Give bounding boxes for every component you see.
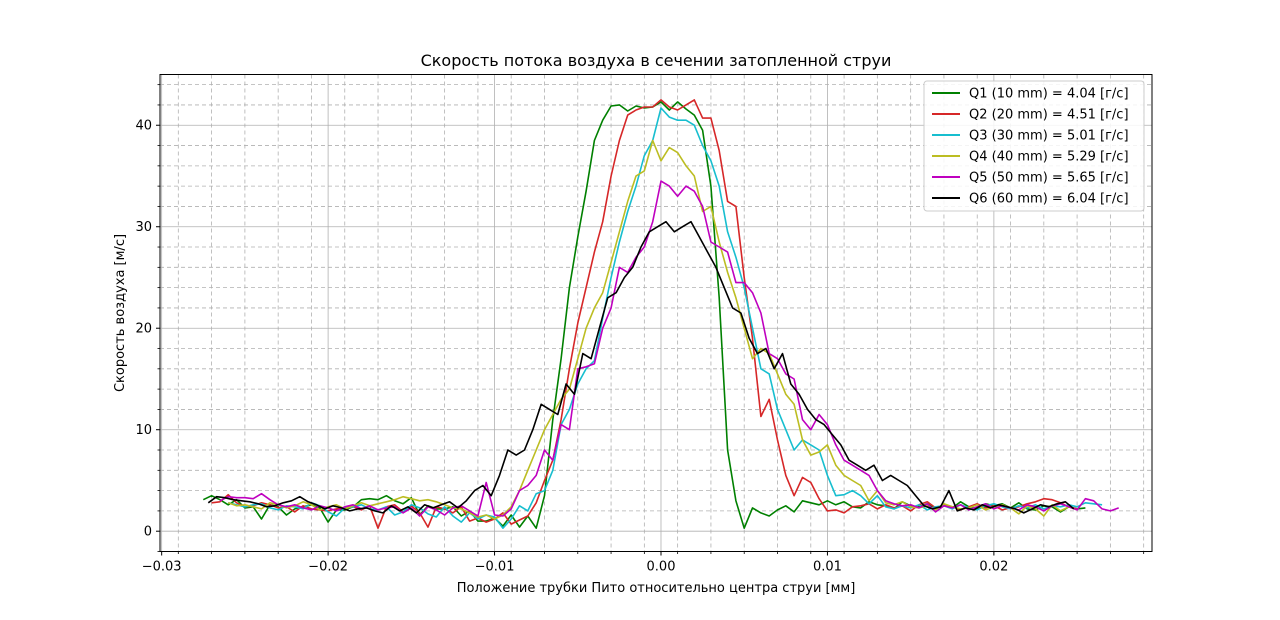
y-tick-label: 30: [135, 220, 152, 235]
x-tick-label: −0.01: [475, 560, 515, 575]
y-tick-label: 40: [135, 119, 152, 134]
y-tick-label: 0: [144, 525, 152, 540]
legend-label-q3: Q3 (30 mm) = 5.01 [г/с]: [969, 129, 1129, 144]
axis-ticks: −0.03 −0.02 −0.01 0.00 0.01 0.02 0 10 20 30 40: [135, 84, 1145, 575]
series-line-q5: [219, 180, 1119, 517]
legend-label-q6: Q6 (60 mm) = 6.04 [г/с]: [969, 192, 1129, 207]
chart-title: Скорость потока воздуха в сечении затопл…: [421, 51, 892, 70]
series-line-q2: [211, 99, 1078, 529]
y-tick-label: 20: [135, 322, 152, 337]
legend-label-q1: Q1 (10 mm) = 4.04 [г/с]: [969, 87, 1129, 102]
x-tick-label: −0.03: [142, 560, 182, 575]
legend-label-q5: Q5 (50 mm) = 5.65 [г/с]: [969, 171, 1129, 186]
x-tick-label: 0.00: [647, 560, 676, 575]
legend-label-q4: Q4 (40 mm) = 5.29 [г/с]: [969, 150, 1129, 165]
legend-label-q2: Q2 (20 mm) = 4.51 [г/с]: [969, 108, 1129, 123]
y-axis-label: Скорость воздуха [м/с]: [113, 234, 128, 392]
x-tick-label: −0.02: [308, 560, 348, 575]
series-lines: [202, 99, 1119, 529]
x-tick-label: 0.02: [979, 560, 1008, 575]
x-tick-label: 0.01: [813, 560, 842, 575]
legend-box: [923, 80, 1145, 212]
x-axis-label: Положение трубки Пито относительно центр…: [457, 581, 856, 596]
y-tick-label: 10: [135, 423, 152, 438]
plot-frame: [159, 74, 1153, 552]
series-line-q6: [207, 220, 1075, 514]
legend: Q1 (10 mm) = 4.04 [г/с] Q2 (20 mm) = 4.51…: [923, 80, 1145, 212]
